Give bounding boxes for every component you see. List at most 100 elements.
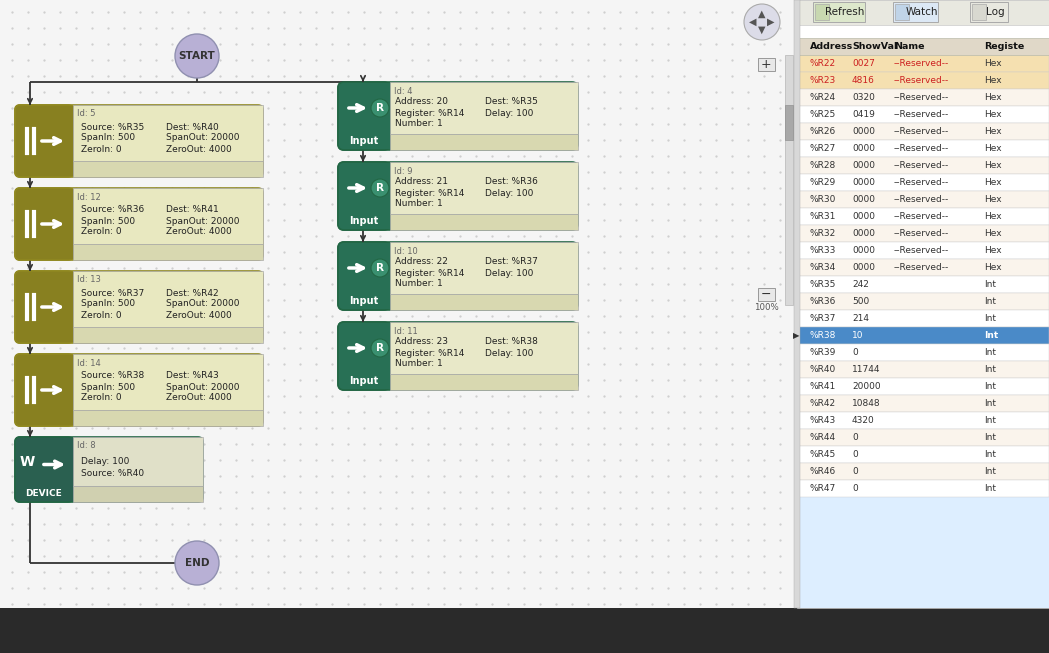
Text: %R36: %R36 <box>810 297 836 306</box>
Text: Hex: Hex <box>984 144 1002 153</box>
Bar <box>390 134 578 150</box>
Text: ZeroOut: 4000: ZeroOut: 4000 <box>166 144 232 153</box>
Text: --Reserved--: --Reserved-- <box>894 127 949 136</box>
Bar <box>390 162 578 214</box>
Text: ZeroIn: 0: ZeroIn: 0 <box>81 394 122 402</box>
Text: --Reserved--: --Reserved-- <box>894 144 949 153</box>
Bar <box>798 480 1049 497</box>
Bar <box>758 288 775 301</box>
Bar <box>67 106 74 176</box>
Text: Address: 21: Address: 21 <box>395 178 448 187</box>
Bar <box>798 276 1049 293</box>
FancyBboxPatch shape <box>15 188 263 260</box>
Text: 0: 0 <box>852 484 858 493</box>
Text: 20000: 20000 <box>852 382 880 391</box>
Text: ZeroOut: 4000: ZeroOut: 4000 <box>166 394 232 402</box>
Text: Log: Log <box>986 7 1004 17</box>
Bar <box>798 208 1049 225</box>
FancyBboxPatch shape <box>338 322 390 390</box>
Text: 11744: 11744 <box>852 365 880 374</box>
Bar <box>798 463 1049 480</box>
Text: Dest: %R41: Dest: %R41 <box>166 206 219 214</box>
Text: Hex: Hex <box>984 76 1002 85</box>
Text: %R27: %R27 <box>810 144 836 153</box>
Text: Address: 20: Address: 20 <box>395 97 448 106</box>
Text: Number: 1: Number: 1 <box>395 200 443 208</box>
Text: Id: 10: Id: 10 <box>394 246 418 255</box>
Text: %R23: %R23 <box>810 76 836 85</box>
Text: ▲: ▲ <box>758 9 766 19</box>
Text: SpanOut: 20000: SpanOut: 20000 <box>166 133 239 142</box>
FancyBboxPatch shape <box>15 354 73 426</box>
Text: Int: Int <box>984 450 996 459</box>
Bar <box>970 2 1008 22</box>
Text: SpanOut: 20000: SpanOut: 20000 <box>166 300 239 308</box>
Text: Delay: 100: Delay: 100 <box>485 108 533 118</box>
Text: DEVICE: DEVICE <box>25 490 62 498</box>
Text: Int: Int <box>984 433 996 442</box>
Circle shape <box>175 541 219 585</box>
Text: SpanOut: 20000: SpanOut: 20000 <box>166 217 239 225</box>
FancyBboxPatch shape <box>338 162 578 230</box>
Text: Hex: Hex <box>984 161 1002 170</box>
Bar <box>73 188 263 244</box>
Text: ▶: ▶ <box>793 331 799 340</box>
Bar <box>798 446 1049 463</box>
Bar <box>390 242 578 294</box>
Text: %R26: %R26 <box>810 127 836 136</box>
Text: --Reserved--: --Reserved-- <box>894 93 949 102</box>
Text: Int: Int <box>984 484 996 493</box>
Text: %R47: %R47 <box>810 484 836 493</box>
Bar <box>73 244 263 260</box>
Text: 0: 0 <box>852 348 858 357</box>
Circle shape <box>744 4 780 40</box>
Text: Delay: 100: Delay: 100 <box>485 349 533 357</box>
Text: ZeroIn: 0: ZeroIn: 0 <box>81 144 122 153</box>
Text: Source: %R37: Source: %R37 <box>81 289 145 298</box>
Text: Id: 13: Id: 13 <box>77 276 101 285</box>
Text: Register: %R14: Register: %R14 <box>395 108 465 118</box>
Bar <box>798 395 1049 412</box>
Bar <box>0 608 1049 653</box>
Bar <box>73 327 263 343</box>
Text: --Reserved--: --Reserved-- <box>894 263 949 272</box>
Text: %R35: %R35 <box>810 280 836 289</box>
Text: 0000: 0000 <box>852 263 875 272</box>
Bar <box>798 361 1049 378</box>
Text: 10848: 10848 <box>852 399 880 408</box>
Bar <box>797 0 1049 608</box>
FancyBboxPatch shape <box>338 82 578 150</box>
Bar <box>758 58 775 71</box>
Text: Source: %R38: Source: %R38 <box>81 372 145 381</box>
Text: Id: 4: Id: 4 <box>394 86 412 95</box>
Text: Int: Int <box>984 399 996 408</box>
Text: Input: Input <box>349 376 379 386</box>
Text: Register: %R14: Register: %R14 <box>395 189 465 197</box>
FancyBboxPatch shape <box>15 105 73 177</box>
Text: ◀: ◀ <box>749 17 756 27</box>
Text: Hex: Hex <box>984 178 1002 187</box>
Text: Id: 8: Id: 8 <box>77 441 95 451</box>
Bar <box>384 163 391 229</box>
Bar <box>390 322 578 374</box>
FancyBboxPatch shape <box>15 188 73 260</box>
Text: 500: 500 <box>852 297 870 306</box>
Circle shape <box>371 259 389 277</box>
Bar <box>384 83 391 149</box>
Text: --Reserved--: --Reserved-- <box>894 195 949 204</box>
Text: W: W <box>19 456 35 470</box>
Text: Int: Int <box>984 331 999 340</box>
Text: Input: Input <box>349 216 379 226</box>
Circle shape <box>371 99 389 117</box>
Bar <box>798 293 1049 310</box>
Text: ZeroOut: 4000: ZeroOut: 4000 <box>166 310 232 319</box>
Bar <box>798 89 1049 106</box>
Text: Id: 11: Id: 11 <box>394 326 418 336</box>
Text: 0027: 0027 <box>852 59 875 68</box>
Bar <box>815 4 829 20</box>
Text: Hex: Hex <box>984 212 1002 221</box>
Bar <box>798 378 1049 395</box>
Bar <box>798 123 1049 140</box>
Text: %R39: %R39 <box>810 348 836 357</box>
Text: 100%: 100% <box>753 304 778 313</box>
